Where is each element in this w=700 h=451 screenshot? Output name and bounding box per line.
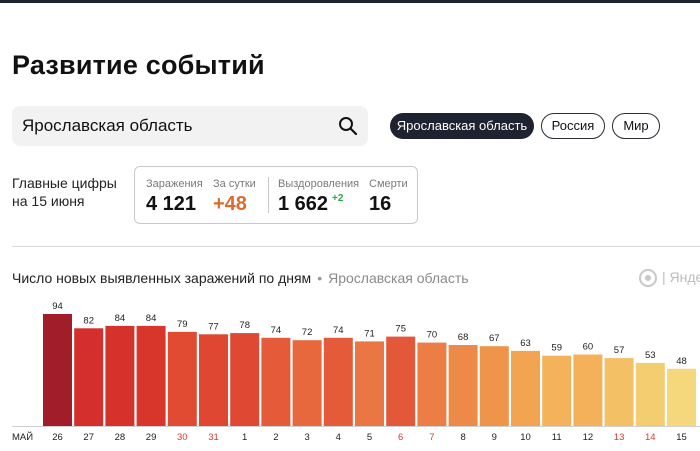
- infections-value: 4 121: [146, 193, 197, 215]
- summary-label: Главные цифры на 15 июня: [12, 174, 117, 210]
- bar-4[interactable]: [323, 337, 353, 426]
- value-label-9: 67: [489, 333, 500, 344]
- tick-label-7: 7: [429, 432, 434, 443]
- value-label-26: 94: [52, 301, 63, 312]
- yandex-logo: | Яндекс: [638, 268, 700, 288]
- tick-label-9: 9: [492, 432, 497, 443]
- bar-14[interactable]: [635, 362, 665, 426]
- tick-label-27: 27: [83, 432, 94, 443]
- value-label-28: 84: [115, 313, 126, 324]
- infections-label: Заражения: [146, 178, 203, 190]
- value-label-8: 68: [458, 332, 469, 343]
- daily-label: За сутки: [213, 178, 256, 190]
- daily-value: +48: [213, 193, 247, 215]
- bar-28[interactable]: [105, 325, 135, 426]
- recovered-delta: +2: [332, 193, 344, 204]
- value-label-13: 57: [614, 345, 625, 356]
- value-label-29: 84: [146, 313, 157, 324]
- value-label-14: 53: [645, 350, 656, 361]
- bar-8[interactable]: [448, 345, 478, 426]
- tick-label-28: 28: [115, 432, 126, 443]
- value-label-2: 74: [271, 325, 282, 336]
- page-title: Развитие событий: [12, 50, 265, 80]
- summary-label-date: на 15 июня: [12, 193, 85, 209]
- tick-label-31: 31: [208, 432, 219, 443]
- bar-13[interactable]: [604, 358, 634, 426]
- bar-3[interactable]: [292, 340, 322, 426]
- section-divider: [12, 246, 700, 247]
- tick-label-11: 11: [552, 432, 562, 443]
- recovered-label: Выздоровления: [278, 178, 360, 190]
- tick-label-1: 1: [242, 432, 247, 443]
- bar-1[interactable]: [230, 333, 260, 426]
- value-label-31: 77: [208, 321, 219, 332]
- bar-31[interactable]: [199, 334, 228, 426]
- tick-label-6: 6: [398, 432, 403, 443]
- value-label-15: 48: [676, 356, 687, 367]
- chart-title-text: Число новых выявленных заражений по дням: [12, 270, 312, 286]
- bar-11[interactable]: [542, 355, 572, 426]
- tick-label-26: 26: [52, 432, 63, 443]
- value-label-1: 78: [239, 320, 250, 331]
- value-label-30: 79: [177, 319, 188, 330]
- value-label-4: 74: [333, 325, 344, 336]
- new-cases-bar-chart: МАЙ9426822784288429793077317817427237447…: [12, 301, 700, 443]
- bar-27[interactable]: [74, 328, 104, 426]
- bar-12[interactable]: [573, 354, 603, 427]
- bar-29[interactable]: [136, 325, 166, 426]
- deaths-label: Смерти: [369, 178, 408, 190]
- tick-label-12: 12: [583, 432, 594, 443]
- recovered-value: 1 662: [278, 193, 329, 215]
- deaths-value: 16: [369, 193, 392, 215]
- bar-26[interactable]: [43, 314, 72, 426]
- month-label: МАЙ: [12, 431, 33, 443]
- value-label-5: 71: [364, 328, 375, 339]
- tick-label-2: 2: [273, 432, 278, 443]
- value-label-27: 82: [83, 315, 94, 326]
- yandex-logo-icon: [639, 269, 657, 287]
- tick-label-30: 30: [177, 432, 188, 443]
- search-icon[interactable]: [338, 116, 358, 136]
- summary-label-line1: Главные цифры: [12, 175, 117, 191]
- value-label-7: 70: [427, 330, 438, 341]
- tab-russia[interactable]: Россия: [541, 113, 605, 139]
- tick-label-13: 13: [614, 432, 625, 443]
- tab-world[interactable]: Мир: [612, 113, 660, 139]
- tick-label-14: 14: [645, 432, 656, 443]
- tick-label-5: 5: [367, 432, 372, 443]
- search-box[interactable]: [12, 106, 368, 146]
- tick-label-4: 4: [336, 432, 341, 443]
- tick-label-29: 29: [146, 432, 157, 443]
- value-label-10: 63: [520, 338, 531, 349]
- tick-label-8: 8: [460, 432, 465, 443]
- tick-label-15: 15: [676, 432, 687, 443]
- search-input[interactable]: [22, 106, 322, 146]
- bar-2[interactable]: [261, 337, 291, 426]
- chart-title-separator: •: [317, 270, 323, 286]
- bar-6[interactable]: [386, 336, 416, 426]
- tick-label-10: 10: [520, 432, 531, 443]
- value-label-12: 60: [583, 342, 594, 353]
- chart-title-region: Ярославская область: [328, 270, 469, 286]
- bar-5[interactable]: [355, 341, 384, 426]
- yandex-logo-text: | Яндекс: [662, 269, 700, 285]
- value-label-11: 59: [551, 343, 562, 354]
- bar-15[interactable]: [667, 368, 696, 426]
- tick-label-3: 3: [304, 432, 309, 443]
- value-label-6: 75: [395, 324, 406, 335]
- stats-card: Заражения 4 121 За сутки +48 Выздоровлен…: [134, 166, 418, 224]
- stats-divider: [268, 177, 269, 213]
- tab-yaroslavl-region[interactable]: Ярославская область: [390, 113, 534, 139]
- value-label-3: 72: [302, 327, 313, 338]
- bar-30[interactable]: [167, 331, 197, 426]
- bar-7[interactable]: [417, 342, 447, 426]
- chart-title: Число новых выявленных заражений по дням…: [12, 270, 469, 286]
- top-strip: [0, 0, 700, 3]
- bar-10[interactable]: [511, 350, 540, 426]
- bar-9[interactable]: [479, 346, 509, 426]
